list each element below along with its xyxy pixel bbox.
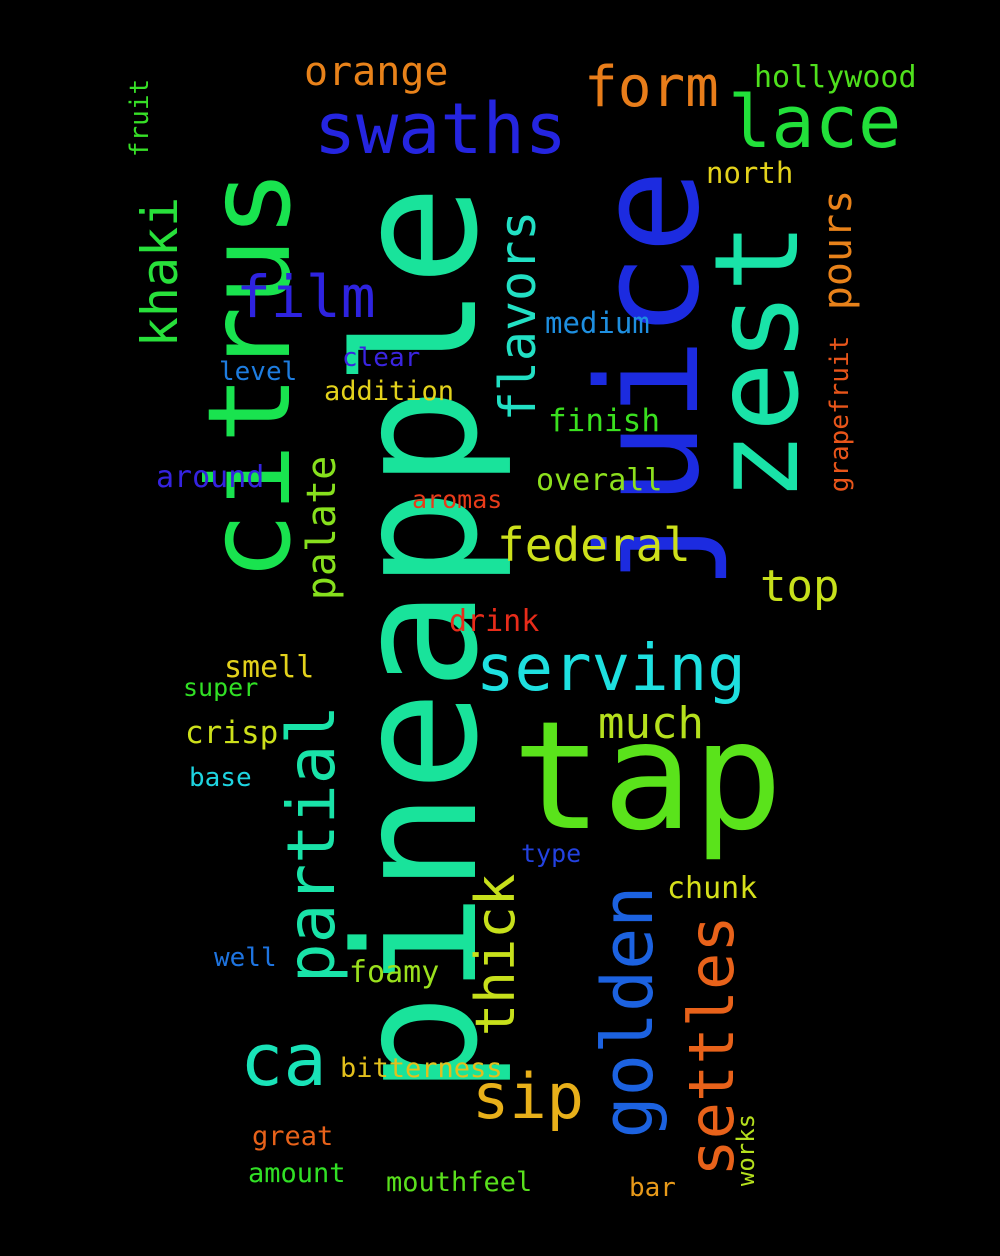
word-serving: serving bbox=[476, 632, 746, 706]
word-federal: federal bbox=[497, 518, 691, 572]
word-palate: palate bbox=[299, 455, 345, 601]
word-golden: golden bbox=[587, 885, 669, 1139]
word-foamy: foamy bbox=[349, 955, 440, 990]
word-pours: pours bbox=[815, 189, 861, 311]
word-around: around bbox=[156, 460, 265, 495]
word-crisp: crisp bbox=[185, 715, 279, 751]
word-smell: smell bbox=[224, 650, 315, 685]
word-grapefruit: grapefruit bbox=[825, 335, 855, 493]
word-super: super bbox=[183, 673, 259, 702]
word-lace: lace bbox=[728, 80, 902, 164]
word-great: great bbox=[252, 1121, 334, 1152]
word-bar: bar bbox=[629, 1173, 676, 1203]
word-amount: amount bbox=[248, 1158, 346, 1189]
word-overall: overall bbox=[536, 463, 663, 498]
word-level: level bbox=[219, 357, 298, 387]
word-north: north bbox=[706, 156, 794, 190]
word-thick: thick bbox=[464, 873, 527, 1037]
word-flavors: flavors bbox=[489, 210, 547, 422]
word-zest: zest bbox=[690, 222, 825, 502]
word-tap: tap bbox=[512, 690, 783, 864]
word-type: type bbox=[521, 839, 582, 868]
word-ca: ca bbox=[240, 1018, 327, 1102]
word-top: top bbox=[760, 561, 840, 612]
word-hollywood: hollywood bbox=[754, 60, 917, 95]
word-clear: clear bbox=[342, 343, 421, 373]
word-swaths: swaths bbox=[314, 88, 567, 170]
word-works: works bbox=[732, 1113, 760, 1187]
word-form: form bbox=[584, 55, 719, 120]
word-much: much bbox=[598, 698, 704, 749]
word-drink: drink bbox=[449, 604, 540, 639]
word-medium: medium bbox=[545, 306, 650, 340]
word-orange: orange bbox=[304, 49, 449, 95]
word-finish: finish bbox=[548, 403, 660, 439]
word-chunk: chunk bbox=[667, 871, 758, 906]
word-film: film bbox=[236, 263, 376, 331]
word-khaki: khaki bbox=[131, 196, 189, 348]
word-base: base bbox=[189, 763, 252, 793]
word-sip: sip bbox=[472, 1060, 584, 1133]
word-fruit: fruit bbox=[125, 78, 155, 158]
word-aromas: aromas bbox=[412, 485, 503, 514]
word-partial: partial bbox=[273, 704, 350, 984]
word-addition: addition bbox=[324, 376, 455, 407]
word-bitterness: bitterness bbox=[340, 1053, 503, 1084]
word-well: well bbox=[214, 943, 277, 973]
word-mouthfeel: mouthfeel bbox=[386, 1167, 533, 1198]
